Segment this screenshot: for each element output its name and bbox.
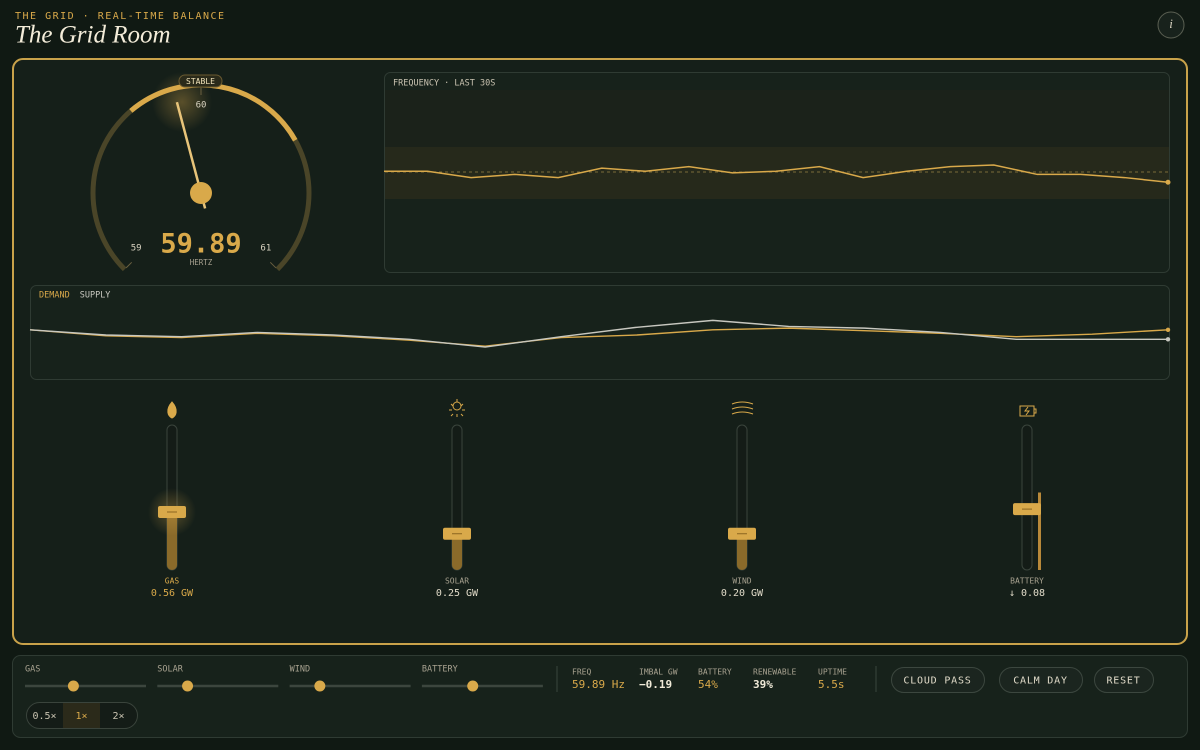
gauge-tick-label: 60 [196,101,207,111]
status: STABLE [186,77,215,86]
slider-track [1021,424,1033,571]
source-icon [449,399,465,417]
stat-value: 39% [753,678,773,691]
title: The Grid Room [15,22,171,49]
action-button[interactable] [891,667,985,693]
balance-line [29,319,1168,348]
action-button[interactable] [1094,667,1154,693]
action-button[interactable] [999,667,1083,693]
source-name: WIND [732,577,751,586]
balance-endpoint [1165,327,1171,333]
source-name: SOLAR [445,577,469,586]
balance-line [29,327,1169,347]
info-button[interactable]: i [1157,11,1185,39]
gauge-tick [269,261,277,269]
legend-entry: DEMAND [39,291,70,301]
frequency-band-upper [385,90,1169,147]
control-thumb[interactable] [314,680,326,692]
slider-fill [452,533,462,570]
source-icon [731,401,754,415]
stat-label: IMBAL GW [639,668,678,677]
stat-label: BATTERY [698,668,732,677]
frequency-band [385,147,1169,199]
gauge-tick-label: 61 [260,243,271,253]
source-icon [167,401,177,419]
control-label: SOLAR [157,665,183,675]
stat-label: RENEWABLE [753,668,797,677]
speed-active[interactable] [63,703,100,728]
source-value: 0.25 GW [436,588,479,599]
frequency-line [384,164,1169,184]
stat-label: FREQ [572,668,591,677]
source-value: 0.20 GW [721,588,764,599]
control-label: WIND [290,665,310,675]
speed-option[interactable]: 1× [75,711,87,722]
action-button-label[interactable]: RESET [1106,676,1140,687]
frequency-endpoint [1165,179,1171,185]
source-name: GAS [165,577,180,586]
gauge-readout: 59.89 [160,229,241,260]
stat-value: −0.19 [639,678,672,691]
gauge-unit: HERTZ [190,258,213,267]
control-thumb[interactable] [67,680,79,692]
legend-entry: SUPPLY [80,291,111,301]
gauge-hub [190,182,212,204]
eyebrow: THE GRID · REAL-TIME BALANCE [15,11,226,22]
stat-value: 54% [698,678,718,691]
control-thumb[interactable] [182,680,194,692]
info-icon[interactable]: i [1169,16,1173,31]
source-value: ↓ 0.08 [1009,588,1045,599]
action-button-label[interactable]: CLOUD PASS [903,676,971,687]
speed-option[interactable]: 2× [112,711,124,722]
source-value: 0.56 GW [151,588,194,599]
control-thumb[interactable] [467,680,479,692]
source-name: BATTERY [1010,577,1044,586]
stat-value: 5.5s [818,678,845,691]
control-label: BATTERY [422,665,458,675]
action-button-label[interactable]: CALM DAY [1013,676,1068,687]
status-pill [178,74,223,88]
stat-value: 59.89 Hz [572,678,625,691]
control-label: GAS [25,665,40,675]
slider-fill [737,533,747,570]
info-circle[interactable] [1157,11,1185,39]
frequency-label: FREQUENCY · LAST 30S [393,79,495,89]
gauge-zone [129,82,298,142]
source-icon [1019,405,1037,417]
balance-endpoint [1165,337,1171,342]
discharge-bar [1038,492,1041,570]
gauge-tick [125,261,133,269]
gauge-tick-label: 59 [131,243,142,253]
stat-label: UPTIME [818,668,847,677]
speed-option[interactable]: 0.5× [32,711,56,722]
